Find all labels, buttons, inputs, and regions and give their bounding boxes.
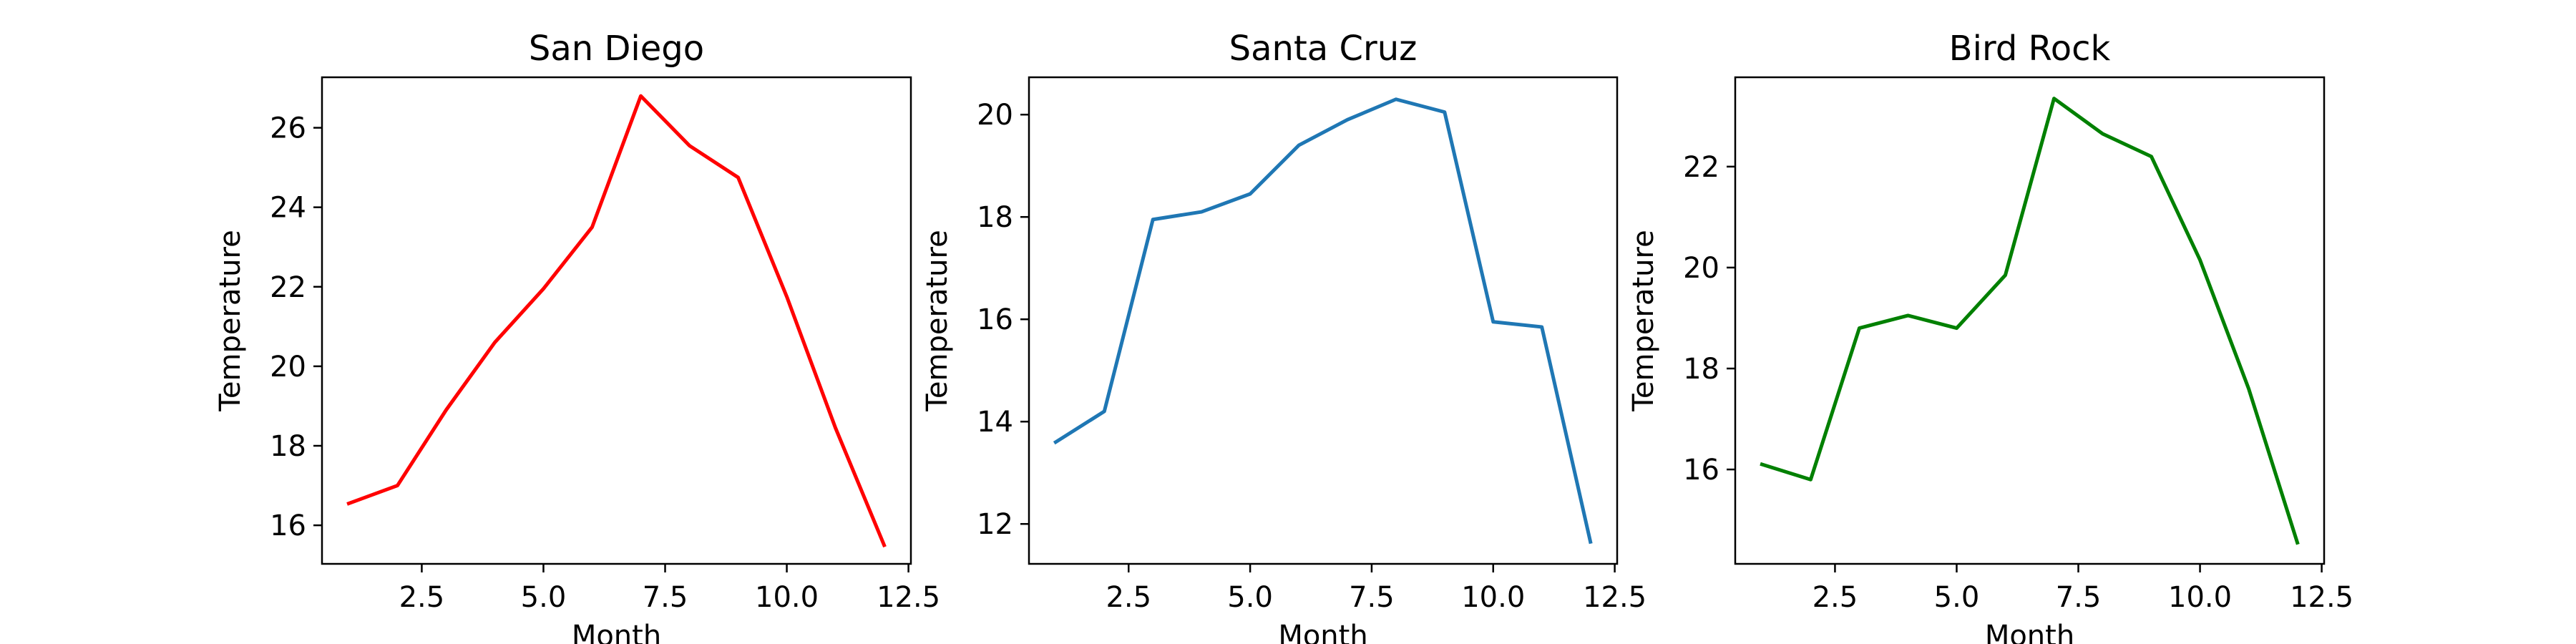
chart-title: Santa Cruz [1229,29,1418,69]
chart-panel-3: 2.5 5.0 7.5 10.0 12.5 16 18 20 22 Bird Rock Month T… [1627,29,2353,644]
series-line [346,94,887,548]
y-axis-label: Temperature [1627,230,1660,411]
x-tick-label: 2.5 [1106,581,1151,614]
x-axis-label: Month [1985,620,2074,644]
y-axis-label: Temperature [214,230,247,411]
y-tick-label: 18 [1683,353,1719,386]
x-axis-label: Month [1278,620,1367,644]
y-tick-label: 12 [977,508,1013,541]
y-tick-label: 16 [1683,454,1719,487]
x-tick-label: 12.5 [1583,581,1646,614]
plot-frame [321,76,912,565]
x-tick-label: 7.5 [1349,581,1395,614]
y-tick-label: 16 [270,509,306,542]
y-tick-label: 20 [270,351,306,384]
chart-title: San Diego [529,29,704,69]
charts-container: 2.5 5.0 7.5 10.0 12.5 16 18 20 22 24 26 San Diego Mo… [214,29,2353,644]
x-tick-label: 5.0 [1227,581,1273,614]
x-tick-label: 10.0 [2168,581,2232,614]
x-tick-label: 7.5 [2056,581,2102,614]
chart-panel-1: 2.5 5.0 7.5 10.0 12.5 16 18 20 22 24 26 San Diego Mo… [214,29,940,644]
y-tick-label: 18 [270,430,306,463]
y-tick-label: 20 [1683,252,1719,285]
chart-panel-2: 2.5 5.0 7.5 10.0 12.5 12 14 16 18 20 Santa Cruz Mon… [921,29,1646,644]
x-axis-label: Month [572,620,661,644]
x-tick-label: 7.5 [643,581,688,614]
y-axis-label: Temperature [921,230,954,411]
y-tick-label: 16 [977,303,1013,336]
series-line [1760,97,2300,545]
y-tick-label: 22 [270,271,306,304]
y-tick-label: 18 [977,201,1013,234]
plot-frame [1028,76,1619,565]
x-tick-label: 12.5 [2290,581,2353,614]
x-tick-label: 5.0 [1934,581,1980,614]
x-tick-label: 2.5 [399,581,445,614]
chart-title: Bird Rock [1949,29,2111,69]
series-line [1053,97,1593,545]
plot-frame [1734,76,2326,565]
x-tick-label: 10.0 [1461,581,1525,614]
x-tick-label: 2.5 [1813,581,1858,614]
y-tick-label: 24 [270,192,306,225]
y-tick-label: 26 [270,112,306,145]
x-tick-label: 12.5 [877,581,940,614]
x-tick-label: 5.0 [521,581,567,614]
y-tick-label: 22 [1683,151,1719,184]
y-tick-label: 20 [977,99,1013,132]
y-tick-label: 14 [977,406,1013,439]
x-tick-label: 10.0 [755,581,819,614]
